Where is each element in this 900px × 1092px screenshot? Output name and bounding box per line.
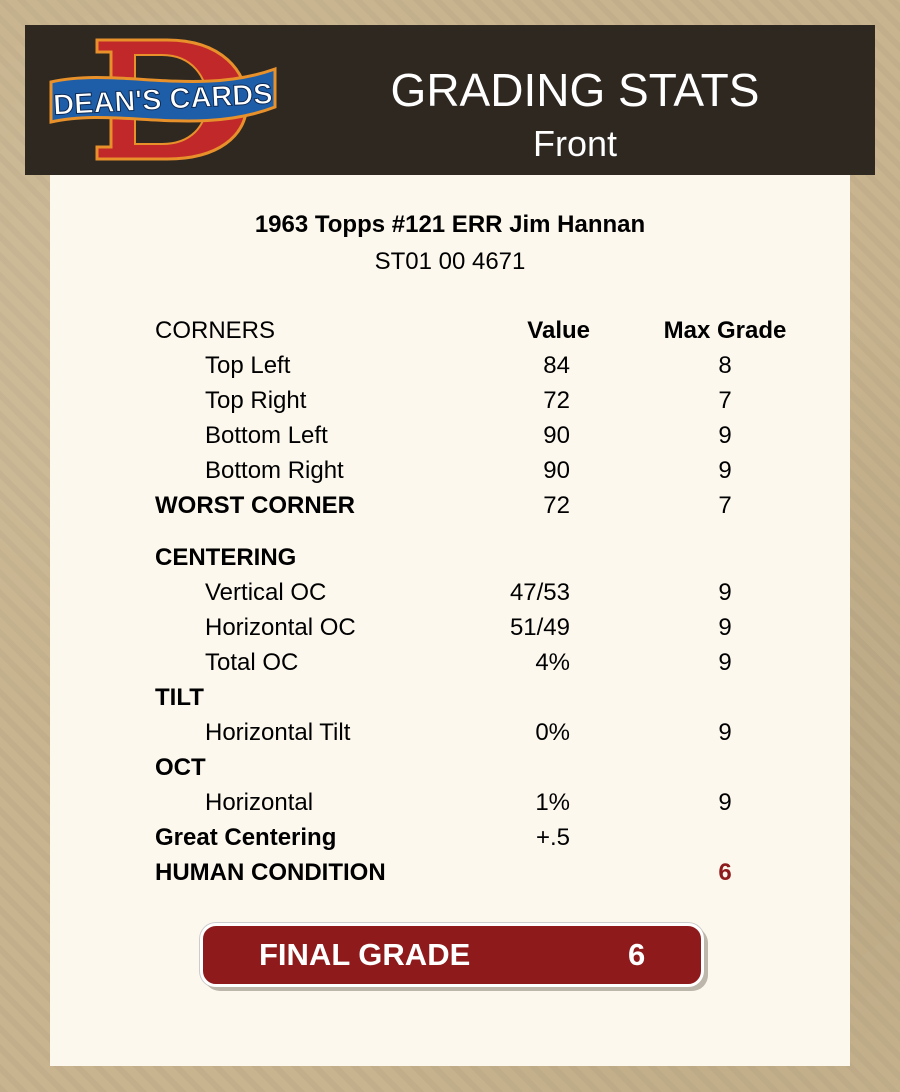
table-row: Horizontal 1% 9 [155,785,815,820]
table-row: Great Centering +.5 [155,820,815,855]
row-max-grade: 7 [718,387,732,414]
table-row: CENTERING [155,540,815,575]
table-row: TILT [155,680,815,715]
header: DEAN'S CARDS GRADING STATS Front [25,25,875,175]
row-label: Total OC [205,649,299,676]
table-row: Top Left 84 8 [155,348,815,383]
table-row: Bottom Left 90 9 [155,418,815,453]
table-row: OCT [155,750,815,785]
table-row: HUMAN CONDITION 6 [155,855,815,890]
row-value: Value [527,317,590,344]
final-grade-badge: FINAL GRADE 6 [200,923,704,987]
row-max-grade: 6 [718,859,732,886]
grading-table: CORNERS Value Max Grade Top Left 84 8 Top Righ… [155,313,815,890]
table-row: Total OC 4% 9 [155,645,815,680]
row-label: TILT [155,684,204,711]
row-max-grade: 9 [718,719,732,746]
table-row: Horizontal Tilt 0% 9 [155,715,815,750]
row-max-grade: Max Grade [663,317,787,344]
deans-cards-logo: DEAN'S CARDS [49,38,277,161]
row-label: Vertical OC [205,579,327,606]
row-label: CENTERING [155,544,297,571]
card-name: 1963 Topps #121 ERR Jim Hannan [254,211,646,238]
row-value: 90 [543,422,570,449]
row-value: 51/49 [509,614,570,641]
grading-panel: 1963 Topps #121 ERR Jim Hannan ST01 00 4… [50,175,850,1066]
row-label: Bottom Right [205,457,344,484]
table-row: WORST CORNER 72 7 [155,488,815,523]
row-max-grade: 9 [718,457,732,484]
row-max-grade: 9 [718,422,732,449]
row-value: 4% [535,649,570,676]
row-max-grade: 9 [718,649,732,676]
row-value: 47/53 [509,579,570,606]
row-label: Great Centering [155,824,337,851]
row-label: Horizontal [205,789,314,816]
table-row: Top Right 72 7 [155,383,815,418]
row-value: +.5 [535,824,570,851]
final-grade-value: 6 [628,937,646,972]
row-label: Top Right [205,387,307,414]
table-row: Vertical OC 47/53 9 [155,575,815,610]
page-subtitle: Front [532,123,618,164]
table-row: Bottom Right 90 9 [155,453,815,488]
table-row: CORNERS Value Max Grade [155,313,815,348]
final-grade-label: FINAL GRADE [259,937,471,972]
row-label: CORNERS [155,317,276,344]
row-label: WORST CORNER [155,492,355,519]
row-max-grade: 8 [718,352,732,379]
row-value: 72 [543,387,570,414]
row-label: HUMAN CONDITION [155,859,386,886]
row-label: Bottom Left [205,422,328,449]
table-row: Horizontal OC 51/49 9 [155,610,815,645]
row-value: 72 [543,492,570,519]
row-value: 1% [535,789,570,816]
row-label: Horizontal OC [205,614,356,641]
row-value: 84 [543,352,570,379]
row-value: 90 [543,457,570,484]
row-max-grade: 9 [718,579,732,606]
page-title: GRADING STATS [390,64,760,116]
row-label: Horizontal Tilt [205,719,351,746]
row-value: 0% [535,719,570,746]
cert-number: ST01 00 4671 [374,248,526,275]
row-label: Top Left [205,352,291,379]
row-max-grade: 9 [718,614,732,641]
row-max-grade: 7 [718,492,732,519]
row-label: OCT [155,754,206,781]
row-max-grade: 9 [718,789,732,816]
